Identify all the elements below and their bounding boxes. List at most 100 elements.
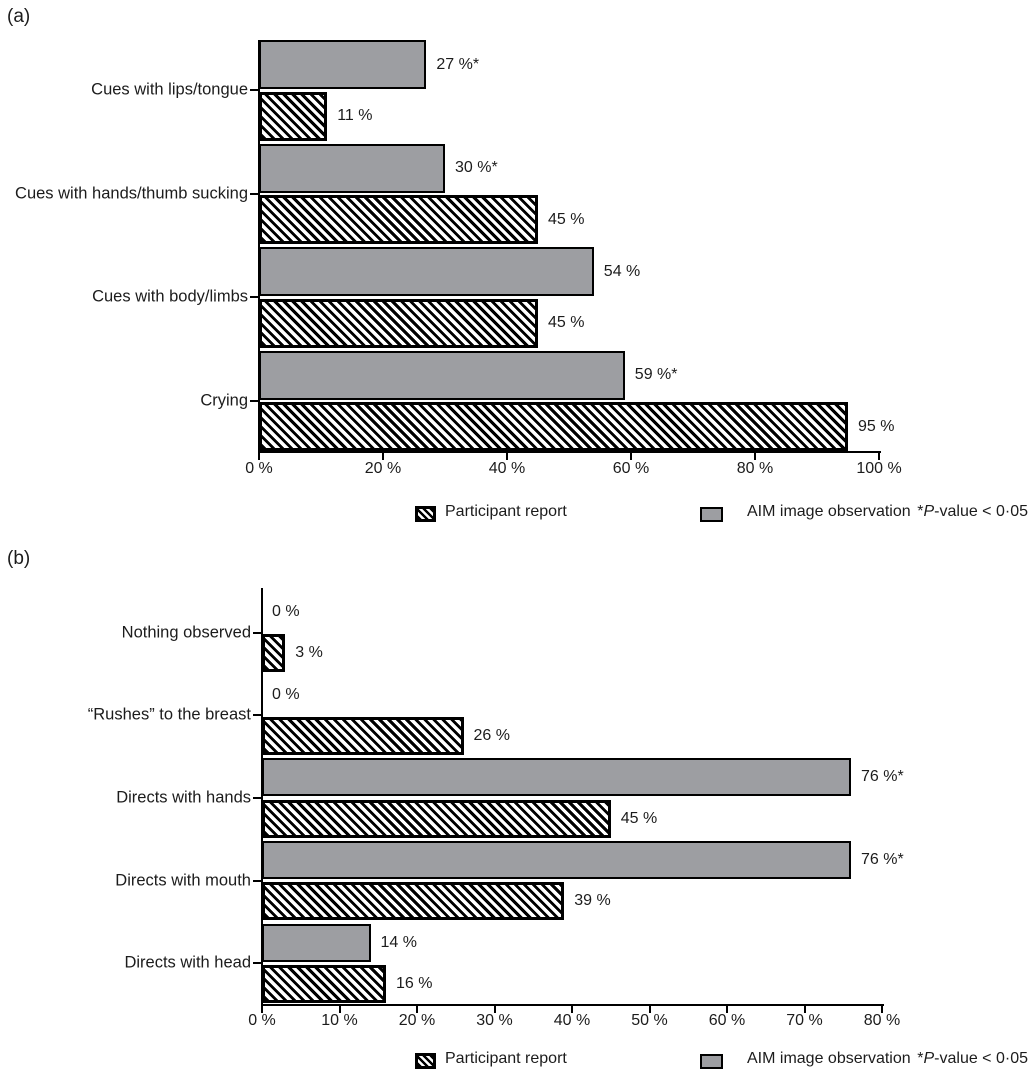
bar-value-label: 0 % xyxy=(272,685,300,703)
bar-participant-report xyxy=(262,799,611,838)
bar-aim-image-observation xyxy=(259,247,594,296)
legend-participant-label: Participant report xyxy=(445,503,567,520)
bar-value-label: 59 %* xyxy=(634,366,678,383)
bar-value-label: 11 % xyxy=(337,107,373,124)
x-axis-tick xyxy=(571,1005,573,1013)
pvalue-rest: -value < 0·05 xyxy=(934,1050,1028,1067)
bar-value-label: 45 % xyxy=(548,314,585,331)
category-label: Cues with lips/tongue xyxy=(91,80,248,99)
panel-label: (b) xyxy=(7,548,31,569)
bar-value-label: 0 % xyxy=(272,603,300,620)
category-tick xyxy=(250,89,258,92)
x-axis-tick-label: 40 % xyxy=(553,1012,591,1029)
pvalue-star: * xyxy=(917,503,924,520)
bar-participant-report xyxy=(259,195,538,244)
bar-aim-image-observation xyxy=(262,923,371,962)
bar-aim-image-observation xyxy=(262,841,851,880)
category-tick xyxy=(250,399,258,402)
x-axis-tick xyxy=(338,1005,341,1013)
legend-participant-label: Participant report xyxy=(445,1050,567,1067)
x-axis-tick-label: 0 % xyxy=(248,1012,276,1029)
x-axis-tick xyxy=(493,1005,496,1013)
bar-value-label: 27 %* xyxy=(436,55,480,73)
bar-value-label: 39 % xyxy=(574,892,611,910)
bar-participant-report xyxy=(262,882,565,921)
bar-value-label: 45 % xyxy=(620,809,658,827)
x-axis-tick-label: 70 % xyxy=(786,1012,823,1029)
bar-aim-image-observation xyxy=(259,350,625,400)
pvalue-star: * xyxy=(917,1050,924,1067)
x-axis-tick xyxy=(506,452,508,460)
x-axis-line xyxy=(260,1003,884,1006)
bar-participant-report xyxy=(262,634,286,673)
bar-value-label: 54 % xyxy=(603,262,641,280)
bar-value-label: 76 %* xyxy=(861,851,904,869)
y-axis-line xyxy=(258,40,260,453)
bar-participant-report xyxy=(262,965,386,1004)
category-tick xyxy=(253,631,261,634)
bar-value-label: 14 % xyxy=(380,933,417,951)
category-tick xyxy=(253,714,261,717)
x-axis-tick-label: 40 % xyxy=(488,460,526,477)
aim-observation-swatch-icon xyxy=(700,1054,723,1069)
category-label: Directs with hands xyxy=(116,788,251,807)
category-tick xyxy=(250,296,258,299)
bar-value-label: 30 %* xyxy=(455,159,498,176)
category-tick xyxy=(250,192,258,195)
pvalue-rest: -value < 0·05 xyxy=(934,503,1028,520)
x-axis-tick xyxy=(382,452,384,460)
pvalue-note: *P-value < 0·05 xyxy=(917,1050,1028,1068)
category-label: Cues with body/limbs xyxy=(92,287,248,306)
category-label: Cues with hands/thumb sucking xyxy=(15,184,248,203)
bar-aim-image-observation xyxy=(259,40,427,89)
x-axis-tick-label: 80 % xyxy=(736,460,774,477)
x-axis-tick xyxy=(648,1005,651,1013)
category-label: Nothing observed xyxy=(121,623,251,642)
bar-value-label: 3 % xyxy=(295,644,323,662)
category-tick xyxy=(253,797,261,800)
pvalue-p: P xyxy=(923,503,935,520)
x-axis-tick xyxy=(881,1005,883,1013)
x-axis-tick-label: 20 % xyxy=(398,1012,436,1029)
y-axis-line xyxy=(261,588,263,1006)
x-axis-tick-label: 60 % xyxy=(708,1012,746,1029)
pvalue-p: P xyxy=(923,1050,935,1067)
x-axis-tick-label: 100 % xyxy=(856,460,902,477)
bar-value-label: 95 % xyxy=(858,417,895,435)
participant-report-swatch-icon xyxy=(415,506,436,522)
category-label: Directs with mouth xyxy=(115,871,251,890)
category-label: “Rushes” to the breast xyxy=(87,705,251,724)
legend-aim-label: AIM image observation xyxy=(747,503,911,520)
x-axis-tick xyxy=(754,452,756,460)
panel-label: (a) xyxy=(7,6,31,27)
category-label: Crying xyxy=(200,391,248,410)
aim-observation-swatch-icon xyxy=(700,507,723,522)
bar-value-label: 26 % xyxy=(473,727,510,745)
bar-value-label: 76 %* xyxy=(861,768,904,786)
bar-participant-report xyxy=(259,298,538,348)
bar-value-label: 16 % xyxy=(396,975,433,993)
x-axis-tick-label: 20 % xyxy=(364,460,402,477)
x-axis-tick xyxy=(258,452,260,460)
bar-participant-report xyxy=(259,402,848,451)
x-axis-tick xyxy=(630,452,632,460)
x-axis-tick xyxy=(878,452,880,460)
category-tick xyxy=(253,962,261,965)
x-axis-tick xyxy=(416,1005,418,1013)
legend-b: Participant report AIM image observation… xyxy=(0,1050,1030,1074)
legend-aim-label: AIM image observation xyxy=(747,1050,911,1067)
pvalue-note: *P-value < 0·05 xyxy=(917,503,1028,521)
category-tick xyxy=(253,879,261,882)
bar-participant-report xyxy=(262,717,464,756)
x-axis-tick xyxy=(261,1005,263,1013)
participant-report-swatch-icon xyxy=(415,1053,436,1069)
x-axis-tick xyxy=(726,1005,728,1013)
x-axis-tick-label: 60 % xyxy=(612,460,650,477)
x-axis-tick-label: 10 % xyxy=(321,1012,358,1029)
x-axis-line xyxy=(257,450,881,453)
bar-aim-image-observation xyxy=(262,758,851,797)
category-label: Directs with head xyxy=(124,953,251,972)
